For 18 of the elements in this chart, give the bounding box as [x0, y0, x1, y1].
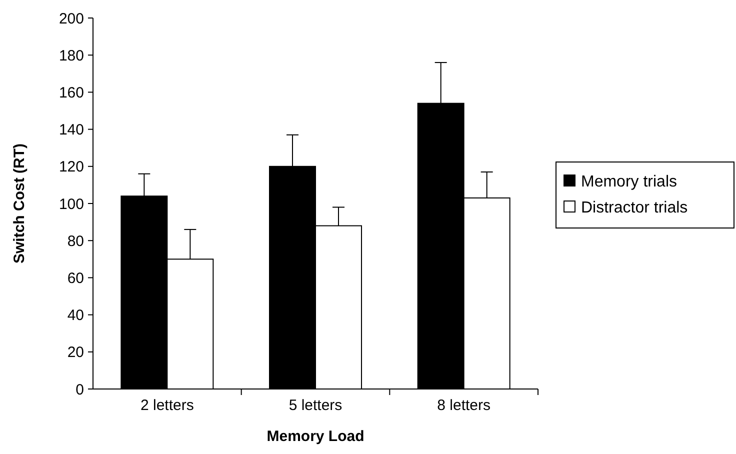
y-tick-label: 100 [58, 196, 84, 213]
legend-label: Memory trials [581, 174, 678, 191]
x-tick-label: 5 letters [288, 397, 342, 414]
y-tick-label: 180 [58, 47, 84, 64]
y-tick-label: 140 [58, 122, 84, 139]
y-tick-label: 80 [67, 232, 84, 250]
y-tick-label: 60 [67, 270, 84, 287]
y-axis-title: Switch Cost (RT) [11, 144, 28, 264]
y-tick-label: 0 [76, 381, 84, 398]
x-tick-label: 8 letters [437, 397, 491, 414]
x-tick-label: 2 letters [140, 397, 194, 414]
y-tick-label: 40 [67, 307, 84, 324]
legend-label: Distractor trials [581, 200, 688, 217]
x-axis-title: Memory Load [266, 428, 364, 445]
y-tick-label: 20 [67, 344, 84, 362]
y-tick-label: 160 [58, 84, 84, 102]
y-tick-label: 200 [58, 10, 84, 28]
y-tick-label: 120 [58, 158, 84, 176]
